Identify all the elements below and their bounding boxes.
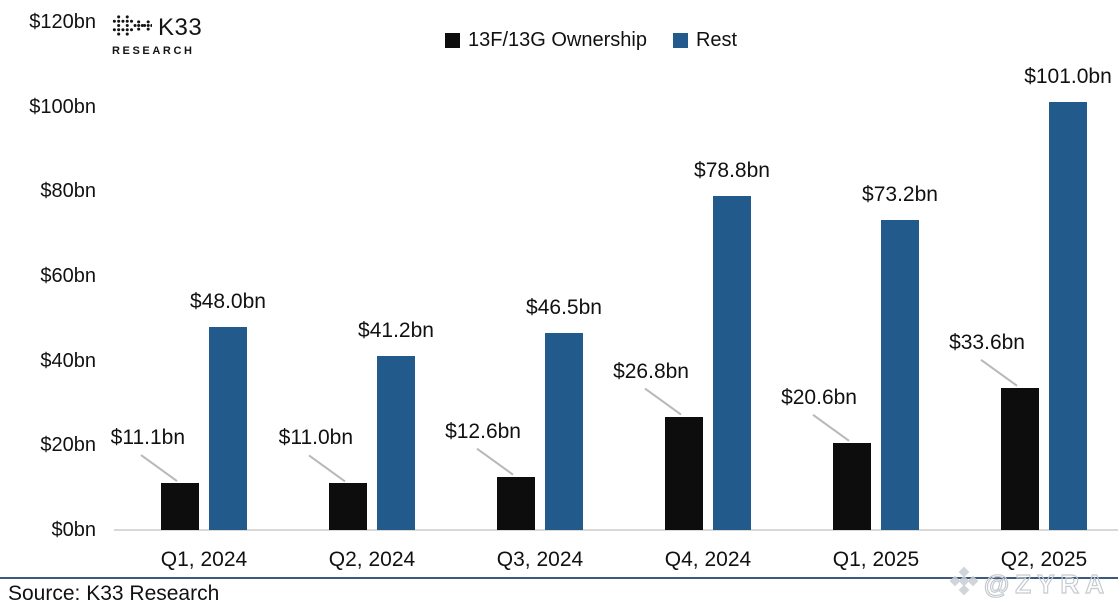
legend-swatch-ownership [445, 32, 460, 48]
y-axis-tick-label: $60bn [40, 265, 96, 287]
bar-ownership-q3-2024 [497, 476, 535, 530]
x-axis-tick-label-q2-2025: Q2, 2025 [1000, 548, 1088, 571]
y-axis-tick-label: $20bn [40, 434, 96, 457]
leader-line-q3-2024 [476, 447, 514, 476]
legend-item-rest: Rest [672, 29, 738, 51]
data-label-ownership-q2-2024: $11.0bn [278, 426, 353, 450]
source-text: Source: K33 Research [8, 582, 220, 605]
data-label-ownership-q1-2025: $20.6bn [781, 385, 857, 409]
y-axis-tick-label: $120bn [29, 11, 96, 33]
data-label-ownership-q3-2024: $12.6bn [445, 419, 521, 443]
x-axis-tick-label-q3-2024: Q3, 2024 [496, 548, 584, 571]
data-label-rest-q4-2024: $78.8bn [694, 159, 770, 183]
k33-dots-icon [112, 13, 154, 43]
data-label-rest-q1-2025: $73.2bn [862, 183, 938, 207]
legend-item-ownership: 13F/13G Ownership [445, 30, 647, 50]
x-axis-line [114, 529, 1118, 531]
k33-logo: K33 RESEARCH [112, 13, 202, 57]
leader-line-q4-2024 [644, 387, 682, 416]
bar-ownership-q2-2024 [329, 483, 367, 530]
data-label-rest-q2-2024: $41.2bn [358, 318, 434, 342]
leader-line-q1-2024 [140, 454, 178, 482]
watermark-text: @ZYRA [983, 568, 1110, 599]
leader-line-q2-2025 [980, 358, 1018, 387]
bar-rest-q2-2025 [1049, 102, 1087, 530]
x-axis-tick-label-q1-2024: Q1, 2024 [160, 548, 248, 571]
bar-ownership-q1-2024 [161, 483, 199, 530]
footer-separator [0, 577, 1118, 579]
legend-label-rest: Rest [695, 29, 738, 51]
data-label-ownership-q1-2024: $11.1bn [110, 426, 185, 449]
k33-logo-text: K33 [158, 14, 203, 41]
zyra-diamond-icon [949, 566, 979, 601]
bar-ownership-q4-2024 [665, 416, 703, 530]
chart-legend: 13F/13G Ownership Rest [445, 30, 737, 50]
bar-rest-q4-2024 [713, 196, 751, 530]
bar-ownership-q1-2025 [833, 442, 871, 530]
bar-rest-q3-2024 [545, 333, 583, 530]
data-label-ownership-q4-2024: $26.8bn [613, 359, 689, 383]
bar-ownership-q2-2025 [1001, 387, 1039, 530]
data-label-rest-q1-2024: $48.0bn [190, 289, 266, 313]
x-axis-tick-label-q1-2025: Q1, 2025 [832, 548, 920, 571]
bar-rest-q1-2025 [881, 220, 919, 530]
data-label-rest-q3-2024: $46.5bn [526, 296, 602, 320]
leader-line-q2-2024 [308, 454, 346, 483]
x-axis-tick-label-q2-2024: Q2, 2024 [328, 548, 416, 571]
y-axis-tick-label: $80bn [40, 180, 96, 203]
legend-label-ownership: 13F/13G Ownership [468, 29, 647, 51]
y-axis-tick-label: $0bn [51, 519, 97, 541]
data-label-rest-q2-2025: $101.0bn [1024, 65, 1112, 89]
legend-swatch-rest [672, 32, 688, 48]
data-label-ownership-q2-2025: $33.6bn [949, 330, 1025, 354]
x-axis-tick-label-q4-2024: Q4, 2024 [664, 548, 752, 571]
y-axis-tick-label: $100bn [29, 95, 96, 118]
watermark: @ZYRA [949, 566, 1110, 601]
y-axis-tick-label: $40bn [40, 349, 96, 372]
leader-line-q1-2025 [812, 413, 850, 442]
bar-rest-q2-2024 [377, 355, 415, 530]
bar-rest-q1-2024 [209, 326, 247, 530]
k33-logo-subtext: RESEARCH [112, 45, 195, 57]
